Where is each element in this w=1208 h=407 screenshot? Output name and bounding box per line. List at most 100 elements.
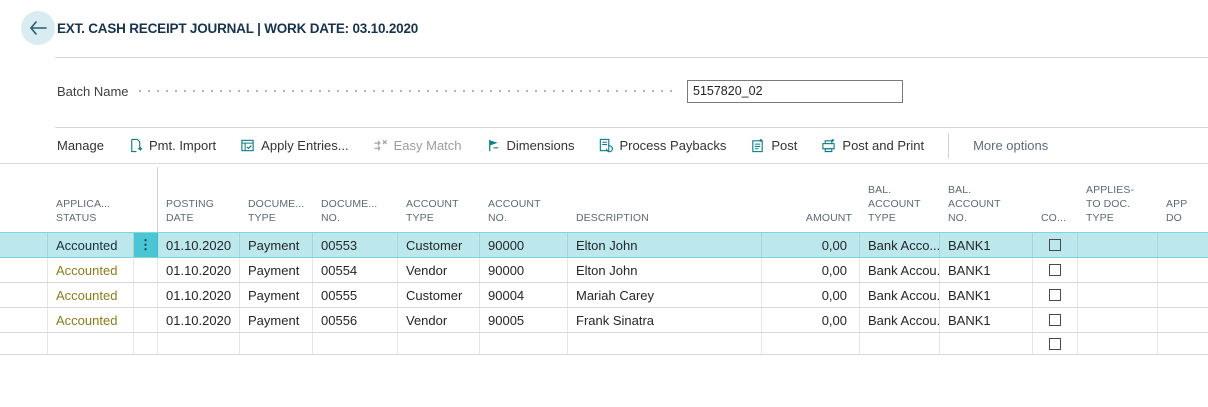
applies-to-doc-no-cell[interactable]: [1158, 308, 1208, 332]
application-status-cell[interactable]: Accounted: [48, 233, 134, 257]
account-no-cell[interactable]: 90005: [480, 308, 568, 332]
easy-match-button[interactable]: Easy Match: [373, 138, 462, 153]
process-paybacks-button[interactable]: Process Paybacks: [598, 138, 726, 153]
column-header-applies-to-doc-type[interactable]: APPLIES- TO DOC. TYPE: [1086, 184, 1135, 224]
description-cell[interactable]: Elton John: [568, 258, 762, 282]
back-button[interactable]: [21, 11, 55, 45]
description-cell[interactable]: [568, 333, 762, 354]
application-status-cell[interactable]: Accounted: [48, 308, 134, 332]
account-no-cell[interactable]: 90000: [480, 258, 568, 282]
row-handle[interactable]: [134, 308, 158, 332]
amount-cell[interactable]: 0,00: [762, 283, 860, 307]
posting-date-cell[interactable]: 01.10.2020: [158, 258, 240, 282]
column-header-co[interactable]: CO...: [1041, 212, 1067, 224]
document-no-cell[interactable]: 00553: [313, 233, 398, 257]
bal-account-no-cell[interactable]: [940, 333, 1033, 354]
row-handle[interactable]: [134, 258, 158, 282]
column-header-description[interactable]: DESCRIPTION: [576, 212, 649, 224]
bal-account-type-cell[interactable]: Bank Accou...: [860, 283, 940, 307]
document-type-cell[interactable]: Payment: [240, 258, 313, 282]
dimensions-button[interactable]: Dimensions: [486, 138, 574, 153]
pmt-import-button[interactable]: Pmt. Import: [128, 138, 216, 153]
amount-cell[interactable]: 0,00: [762, 308, 860, 332]
document-type-cell[interactable]: [240, 333, 313, 354]
bal-account-type-cell[interactable]: [860, 333, 940, 354]
applies-to-doc-type-cell[interactable]: [1078, 308, 1158, 332]
column-header-gutter[interactable]: [0, 225, 48, 232]
account-type-cell[interactable]: Vendor: [398, 308, 480, 332]
row-handle[interactable]: ⋮: [134, 233, 158, 257]
document-no-cell[interactable]: 00555: [313, 283, 398, 307]
batch-name-input[interactable]: [687, 79, 903, 103]
account-no-cell[interactable]: 90000: [480, 233, 568, 257]
bal-account-no-cell[interactable]: BANK1: [940, 233, 1033, 257]
gutter-cell[interactable]: [0, 333, 48, 354]
posting-date-cell[interactable]: 01.10.2020: [158, 308, 240, 332]
column-header-bal-account-type[interactable]: BAL. ACCOUNT TYPE: [868, 184, 921, 224]
co-checkbox[interactable]: [1049, 314, 1061, 326]
gutter-cell[interactable]: [0, 258, 48, 282]
co-checkbox[interactable]: [1049, 239, 1061, 251]
description-cell[interactable]: Frank Sinatra: [568, 308, 762, 332]
account-type-cell[interactable]: Vendor: [398, 258, 480, 282]
bal-account-no-cell[interactable]: BANK1: [940, 258, 1033, 282]
table-row[interactable]: Accounted 01.10.2020 Payment 00556 Vendor 900…: [0, 308, 1208, 333]
column-header-bal-account-no[interactable]: BAL. ACCOUNT NO.: [948, 184, 1001, 224]
table-row[interactable]: Accounted 01.10.2020 Payment 00555 Customer 9…: [0, 283, 1208, 308]
application-status-cell[interactable]: Accounted: [48, 258, 134, 282]
posting-date-cell[interactable]: [158, 333, 240, 354]
row-handle[interactable]: [134, 283, 158, 307]
co-checkbox[interactable]: [1049, 289, 1061, 301]
gutter-cell[interactable]: [0, 283, 48, 307]
posting-date-cell[interactable]: 01.10.2020: [158, 233, 240, 257]
applies-to-doc-type-cell[interactable]: [1078, 258, 1158, 282]
co-checkbox[interactable]: [1049, 264, 1061, 276]
column-header-posting-date[interactable]: POSTING DATE: [166, 198, 214, 224]
gutter-cell[interactable]: [0, 308, 48, 332]
amount-cell[interactable]: [762, 333, 860, 354]
amount-cell[interactable]: 0,00: [762, 258, 860, 282]
document-type-cell[interactable]: Payment: [240, 283, 313, 307]
account-type-cell[interactable]: Customer: [398, 283, 480, 307]
applies-to-doc-no-cell[interactable]: [1158, 333, 1208, 354]
application-status-cell[interactable]: Accounted: [48, 283, 134, 307]
amount-cell[interactable]: 0,00: [762, 233, 860, 257]
column-header-amount[interactable]: AMOUNT: [805, 212, 852, 224]
bal-account-type-cell[interactable]: Bank Acco...: [860, 233, 940, 257]
applies-to-doc-type-cell[interactable]: [1078, 333, 1158, 354]
document-no-cell[interactable]: 00556: [313, 308, 398, 332]
account-type-cell[interactable]: Customer: [398, 233, 480, 257]
bal-account-no-cell[interactable]: BANK1: [940, 283, 1033, 307]
post-button[interactable]: Post: [750, 138, 797, 153]
application-status-cell[interactable]: [48, 333, 134, 354]
row-handle[interactable]: [134, 333, 158, 354]
column-header-applies-to-doc-no[interactable]: APP DO: [1166, 198, 1188, 224]
bal-account-no-cell[interactable]: BANK1: [940, 308, 1033, 332]
bal-account-type-cell[interactable]: Bank Accou...: [860, 258, 940, 282]
post-and-print-button[interactable]: Post and Print: [821, 138, 924, 153]
description-cell[interactable]: Elton John: [568, 233, 762, 257]
document-type-cell[interactable]: Payment: [240, 233, 313, 257]
document-no-cell[interactable]: 00554: [313, 258, 398, 282]
description-cell[interactable]: Mariah Carey: [568, 283, 762, 307]
column-header-account-type[interactable]: ACCOUNT TYPE: [406, 198, 459, 224]
column-header-application-status[interactable]: APPLICA... STATUS: [56, 198, 111, 224]
table-row[interactable]: Accounted 01.10.2020 Payment 00554 Vendor 900…: [0, 258, 1208, 283]
column-header-document-type[interactable]: DOCUME... TYPE: [248, 198, 305, 224]
account-no-cell[interactable]: [480, 333, 568, 354]
posting-date-cell[interactable]: 01.10.2020: [158, 283, 240, 307]
applies-to-doc-type-cell[interactable]: [1078, 283, 1158, 307]
account-no-cell[interactable]: 90004: [480, 283, 568, 307]
more-options-button[interactable]: More options: [973, 138, 1049, 153]
apply-entries-button[interactable]: Apply Entries...: [240, 138, 349, 153]
applies-to-doc-no-cell[interactable]: [1158, 258, 1208, 282]
account-type-cell[interactable]: [398, 333, 480, 354]
manage-button[interactable]: Manage: [57, 138, 104, 153]
gutter-cell[interactable]: [0, 233, 48, 257]
table-row[interactable]: [0, 333, 1208, 355]
applies-to-doc-no-cell[interactable]: [1158, 233, 1208, 257]
column-header-document-no[interactable]: DOCUME... NO.: [321, 198, 378, 224]
co-checkbox[interactable]: [1049, 337, 1061, 350]
column-header-account-no[interactable]: ACCOUNT NO.: [488, 198, 541, 224]
table-row[interactable]: Accounted ⋮ 01.10.2020 Payment 00553 Customer…: [0, 232, 1208, 258]
